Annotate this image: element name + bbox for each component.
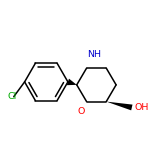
Polygon shape <box>67 79 77 85</box>
Text: Cl: Cl <box>8 92 17 101</box>
Text: O: O <box>78 107 85 116</box>
Polygon shape <box>106 102 133 110</box>
Text: OH: OH <box>135 103 149 112</box>
Text: NH: NH <box>87 50 101 59</box>
